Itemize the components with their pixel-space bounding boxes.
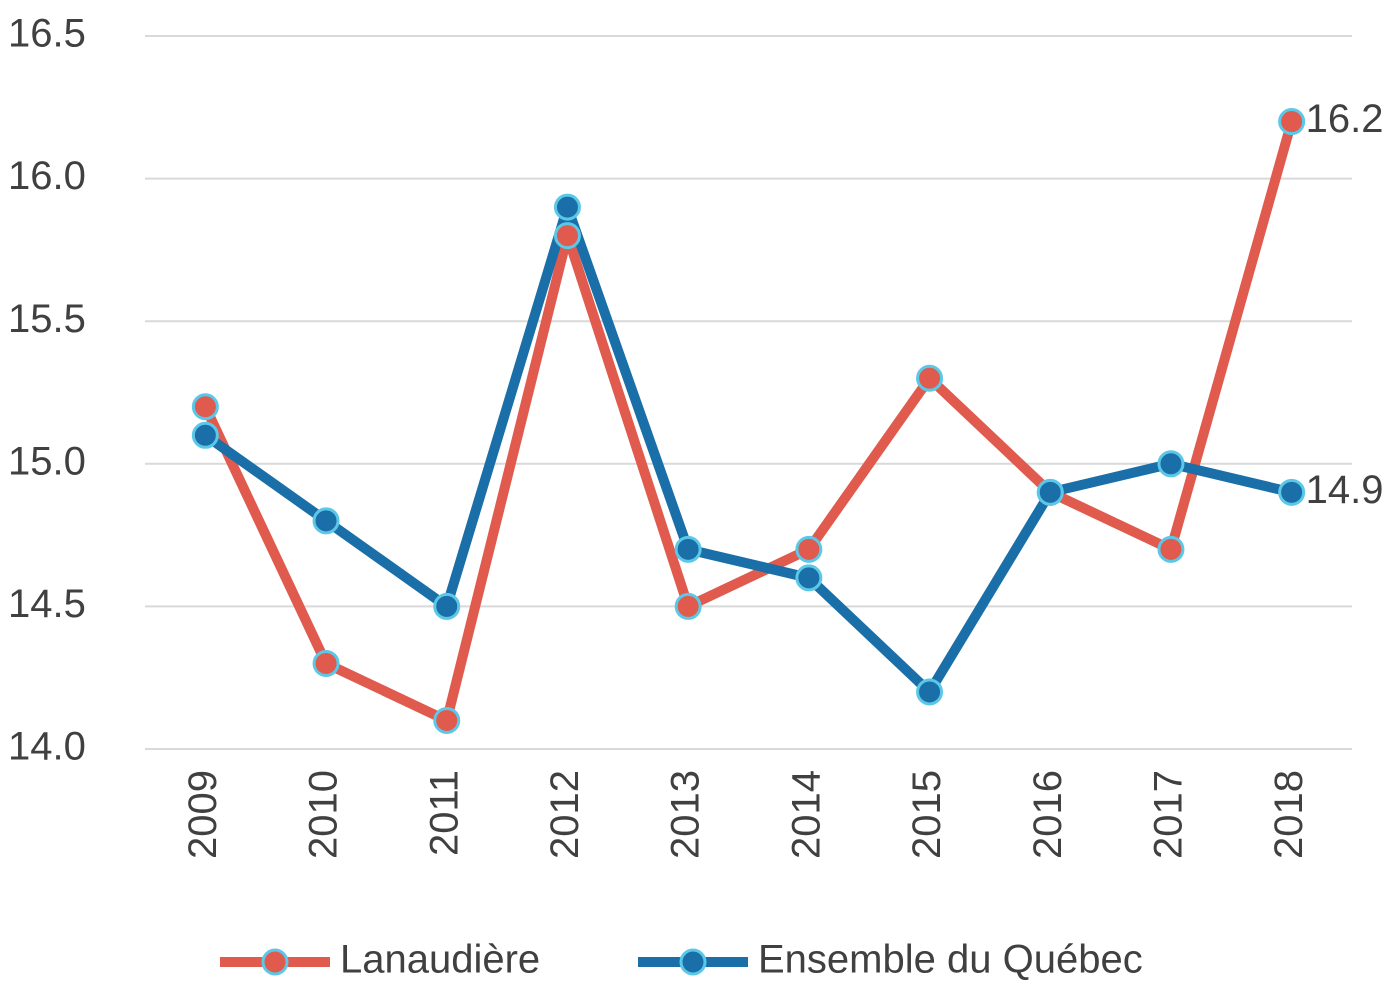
- x-tick-label: 2018: [1267, 770, 1311, 859]
- data-point: [1157, 535, 1185, 563]
- data-point: [312, 649, 340, 677]
- data-point: [795, 535, 823, 563]
- x-tick-label: 2012: [543, 770, 587, 859]
- data-point: [553, 222, 581, 250]
- x-tick-label: 2015: [905, 770, 949, 859]
- data-point: [1157, 450, 1185, 478]
- legend-label: Ensemble du Québec: [758, 938, 1143, 982]
- data-point: [553, 193, 581, 221]
- y-tick-label: 15.0: [8, 439, 86, 483]
- legend-marker: [679, 948, 707, 976]
- x-tick-label: 2011: [422, 770, 466, 856]
- legend-marker: [261, 948, 289, 976]
- data-point: [795, 564, 823, 592]
- x-tick-label: 2017: [1147, 770, 1191, 859]
- data-label: 16.2: [1306, 97, 1384, 141]
- series-line: [202, 202, 1293, 697]
- x-tick-label: 2013: [664, 770, 708, 859]
- y-tick-label: 14.5: [8, 582, 86, 626]
- data-point: [916, 678, 944, 706]
- y-tick-label: 14.0: [8, 725, 86, 769]
- data-point: [433, 706, 461, 734]
- data-point: [191, 393, 219, 421]
- y-tick-label: 16.0: [8, 154, 86, 198]
- data-point: [191, 421, 219, 449]
- legend-label: Lanaudière: [340, 938, 540, 982]
- x-tick-label: 2010: [302, 770, 346, 859]
- x-tick-label: 2009: [181, 770, 225, 859]
- data-point: [433, 592, 461, 620]
- data-point: [1278, 478, 1306, 506]
- x-tick-label: 2014: [784, 770, 828, 859]
- data-point: [916, 364, 944, 392]
- series-line: [200, 120, 1297, 726]
- data-point: [674, 592, 702, 620]
- data-point: [312, 507, 340, 535]
- data-point: [674, 535, 702, 563]
- x-tick-label: 2016: [1026, 770, 1070, 859]
- y-tick-label: 16.5: [8, 12, 86, 56]
- data-point: [1036, 478, 1064, 506]
- data-label: 14.9: [1306, 468, 1384, 512]
- data-point: [1278, 108, 1306, 136]
- y-tick-label: 15.5: [8, 297, 86, 341]
